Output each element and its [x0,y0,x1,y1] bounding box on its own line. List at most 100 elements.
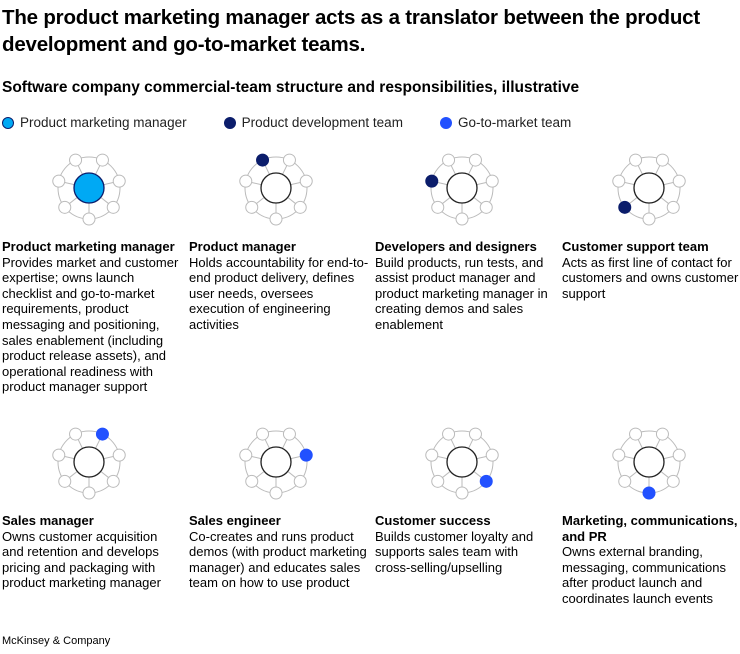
team-node [293,474,307,488]
center-node [446,172,478,204]
network-diagram-icon [612,427,686,500]
network-diagram-icon [52,153,126,226]
team-node [468,427,482,441]
card-body: Provides market and customer expertise; … [2,254,179,395]
card-text: Customer support team Acts as first line … [562,239,740,301]
legend-label: Product development team [241,115,403,130]
card-title: Product manager [189,239,296,254]
legend-item-pmm: Product marketing manager [2,115,187,130]
highlighted-node [256,153,270,167]
team-node [282,427,296,441]
team-node [442,153,456,167]
network-diagram-icon [52,427,126,500]
team-node [82,486,96,500]
team-node [612,174,626,188]
team-node [431,200,445,214]
team-node [58,474,72,488]
card-body: Build products, run tests, and assist pr… [375,254,548,332]
team-node [468,153,482,167]
team-node [485,174,499,188]
network-diagram-icon [425,153,499,226]
highlighted-node [479,474,493,488]
card-text: Product marketing manager Provides market… [2,239,182,395]
legend-label: Product marketing manager [20,115,187,130]
legend-item-gtm: Go-to-market team [439,115,572,130]
team-node [269,486,283,500]
team-node [239,174,253,188]
team-node [112,448,126,462]
card-body: Owns customer acquisition and retention … [2,528,161,591]
team-node [52,174,66,188]
team-node [82,212,96,226]
center-node [260,172,292,204]
network-diagram-icon [425,427,499,500]
team-node [106,200,120,214]
team-node [618,474,632,488]
team-node [672,448,686,462]
legend-label: Go-to-market team [457,115,572,130]
legend-dot-icon [2,116,14,129]
team-node [293,200,307,214]
card-text: Sales manager Owns customer acquisition a… [2,513,182,591]
team-node [58,200,72,214]
team-node [655,153,669,167]
team-node [299,174,313,188]
team-node [485,448,499,462]
highlighted-node [95,427,109,441]
legend: Product marketing manager Product develo… [2,115,608,130]
card-body: Owns external branding, messaging, commu… [562,544,727,606]
card-body: Co-creates and runs product demos (with … [189,528,367,591]
team-node [245,474,259,488]
team-node [245,200,259,214]
center-node [633,172,665,204]
team-node [282,153,296,167]
card-text: Developers and designers Build products, … [375,239,555,333]
card-title: Sales manager [2,513,94,528]
highlighted-node [642,486,656,500]
team-node [95,153,109,167]
card-title: Product marketing manager [2,239,175,254]
legend-dot-icon [223,116,236,129]
card-title: Developers and designers [375,239,537,254]
network-diagram-icon [239,153,313,226]
card-text: Marketing, communications, and PR Owns ex… [562,513,740,607]
team-node [655,427,669,441]
card-body: Acts as first line of contact for custom… [562,254,739,301]
card-body: Builds customer loyalty and supports sal… [375,528,534,575]
center-node [73,172,105,204]
center-node [260,446,292,478]
team-node [479,200,493,214]
card-body: Holds accountability for end-to-end prod… [189,254,369,332]
team-node [672,174,686,188]
team-node [112,174,126,188]
card-text: Sales engineer Co-creates and runs produc… [189,513,369,591]
team-node [642,212,656,226]
highlighted-node [299,448,313,462]
card-title: Marketing, communications, and PR [562,513,738,544]
center-node [73,446,105,478]
team-node [239,448,253,462]
page-title: The product marketing manager acts as a … [2,6,700,56]
network-diagram-icon [239,427,313,500]
card-title: Customer support team [562,239,709,254]
team-node [629,427,643,441]
center-node [633,446,665,478]
team-node [612,448,626,462]
card-title: Sales engineer [189,513,281,528]
highlighted-node [618,200,632,214]
card-text: Product manager Holds accountability for … [189,239,369,333]
team-node [52,448,66,462]
team-node [425,448,439,462]
team-node [666,474,680,488]
card-title: Customer success [375,513,491,528]
team-node [629,153,643,167]
network-diagram-icon [612,153,686,226]
team-node [442,427,456,441]
team-node [666,200,680,214]
team-node [69,427,83,441]
highlighted-node [425,174,439,188]
card-text: Customer success Builds customer loyalty … [375,513,555,575]
team-node [256,427,270,441]
team-node [69,153,83,167]
team-node [455,486,469,500]
